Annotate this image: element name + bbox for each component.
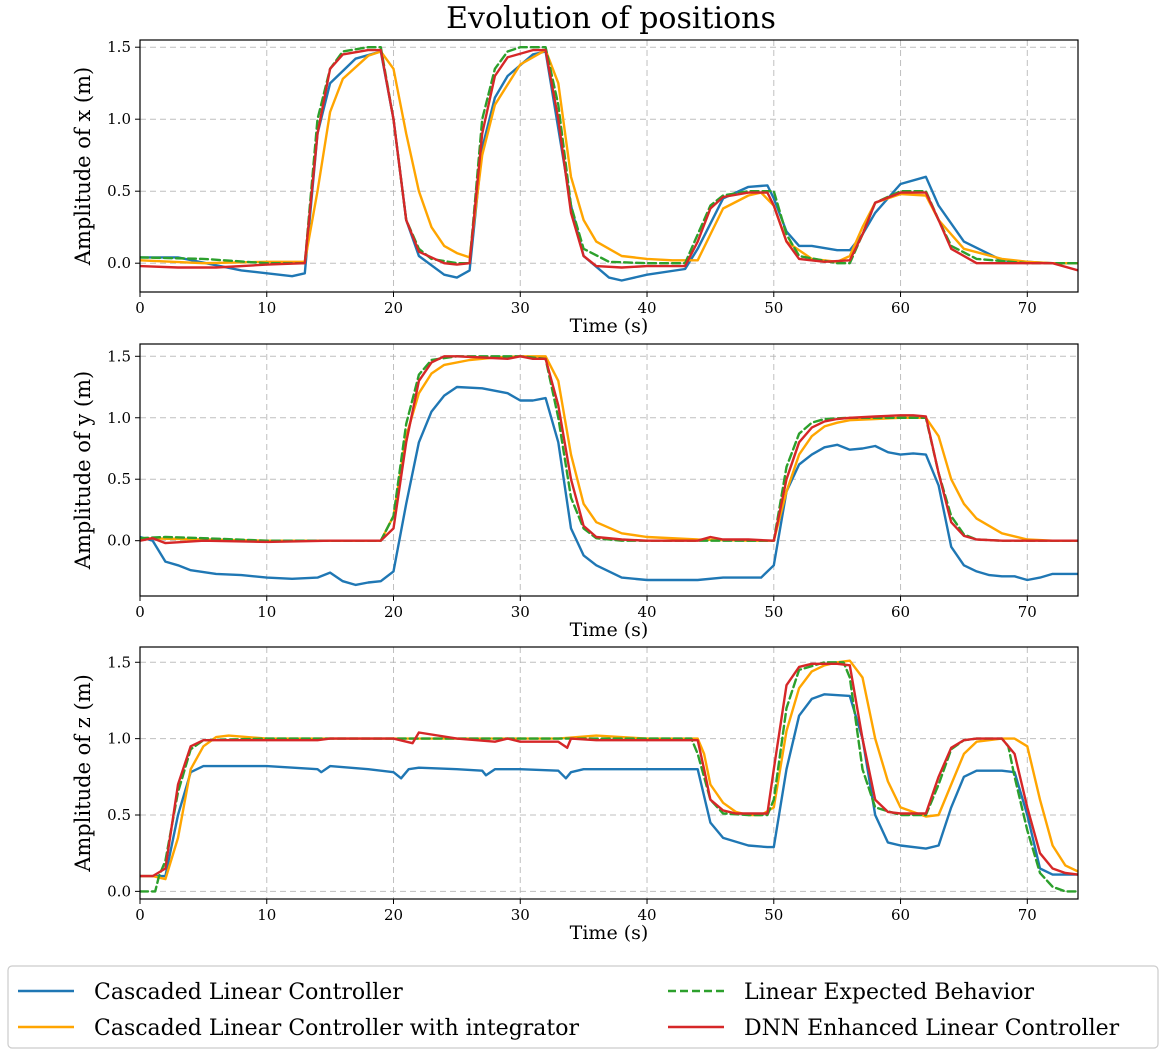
x-tick-label: 10 [257,603,276,621]
subplot-x: 0 10 20 30 40 50 60 70 0.0 0.5 1.0 1.5 Time (s) Ampli… [71,38,1079,337]
chart-title: Evolution of positions [446,1,776,36]
legend-entry-cascaded-linear-controller-with-integrator: Cascaded Linear Controller with integrat… [18,1016,580,1041]
y-tick-label: 0.5 [107,806,131,824]
legend-entry-cascaded-linear-controller: Cascaded Linear Controller [18,980,403,1005]
y-tick-label: 1.5 [107,653,131,671]
legend-label: Linear Expected Behavior [744,980,1034,1005]
axes-frame [139,343,1079,597]
x-axis-label: Time (s) [570,619,649,641]
x-tick-label: 30 [511,603,530,621]
x-tick-label: 10 [257,299,276,317]
legend-entry-dnn-enhanced-linear-controller: DNN Enhanced Linear Controller [668,1016,1120,1041]
axes-frame [139,646,1079,900]
x-tick-label: 0 [135,906,145,924]
legend: Cascaded Linear Controller Cascaded Linea… [7,965,1159,1049]
series-line-dnn-enhanced-linear-controller [140,48,1078,272]
series-group [140,46,1078,282]
x-tick-label: 70 [1018,906,1037,924]
axes-frame [139,39,1079,293]
y-axis-label: Amplitude of z (m) [71,674,95,873]
y-tick-label: 1.0 [107,409,131,427]
series-group [140,659,1078,893]
y-axis-label: Amplitude of y (m) [71,371,95,570]
x-tick-label: 40 [637,906,656,924]
y-tick-label: 0.0 [107,882,131,900]
x-tick-label: 20 [384,906,403,924]
x-tick-label: 20 [384,299,403,317]
x-tick-label: 70 [1018,603,1037,621]
x-axis-label: Time (s) [570,922,649,944]
series-group [140,355,1078,587]
y-tick-label: 0.0 [107,254,131,272]
series-line-cascaded-linear-controller-with-integrator [140,48,1078,265]
legend-entries: Cascaded Linear Controller Cascaded Linea… [18,980,1120,1041]
x-tick-label: 20 [384,603,403,621]
x-tick-label: 10 [257,906,276,924]
y-tick-label: 0.0 [107,532,131,550]
series-line-linear-expected-behavior [140,661,1078,893]
x-tick-label: 60 [891,906,910,924]
series-line-dnn-enhanced-linear-controller [140,355,1078,545]
series-line-cascaded-linear-controller [140,385,1078,587]
x-tick-label: 50 [764,299,783,317]
legend-label: Cascaded Linear Controller [94,980,403,1005]
x-tick-label: 30 [511,906,530,924]
x-tick-label: 40 [637,603,656,621]
y-tick-label: 0.5 [107,470,131,488]
legend-label: Cascaded Linear Controller with integrat… [94,1016,580,1041]
x-tick-label: 40 [637,299,656,317]
series-line-linear-expected-behavior [140,46,1078,265]
series-line-cascaded-linear-controller [140,50,1078,282]
series-line-dnn-enhanced-linear-controller [140,662,1078,878]
y-axis-label: Amplitude of x (m) [71,67,95,266]
x-tick-label: 0 [135,299,145,317]
x-tick-label: 60 [891,299,910,317]
legend-frame [7,965,1159,1049]
x-tick-label: 50 [764,603,783,621]
series-line-cascaded-linear-controller [140,693,1078,878]
y-tick-label: 1.5 [107,347,131,365]
x-tick-label: 70 [1018,299,1037,317]
legend-entry-linear-expected-behavior: Linear Expected Behavior [668,980,1034,1005]
series-line-cascaded-linear-controller-with-integrator [140,355,1078,542]
y-tick-label: 1.0 [107,110,131,128]
x-tick-label: 60 [891,603,910,621]
x-tick-label: 0 [135,603,145,621]
x-axis-label: Time (s) [570,315,649,337]
subplot-y: 0 10 20 30 40 50 60 70 0.0 0.5 1.0 1.5 Time (s) Ampli… [71,343,1079,641]
subplots: 0 10 20 30 40 50 60 70 0.0 0.5 1.0 1.5 Time (s) Ampli… [71,38,1079,944]
y-tick-label: 0.5 [107,182,131,200]
x-tick-label: 30 [511,299,530,317]
subplot-z: 0 10 20 30 40 50 60 70 0.0 0.5 1.0 1.5 Time (s) Ampli… [71,646,1079,944]
y-tick-label: 1.5 [107,38,131,56]
y-tick-label: 1.0 [107,730,131,748]
series-line-linear-expected-behavior [140,355,1078,542]
x-tick-label: 50 [764,906,783,924]
legend-label: DNN Enhanced Linear Controller [744,1016,1120,1041]
